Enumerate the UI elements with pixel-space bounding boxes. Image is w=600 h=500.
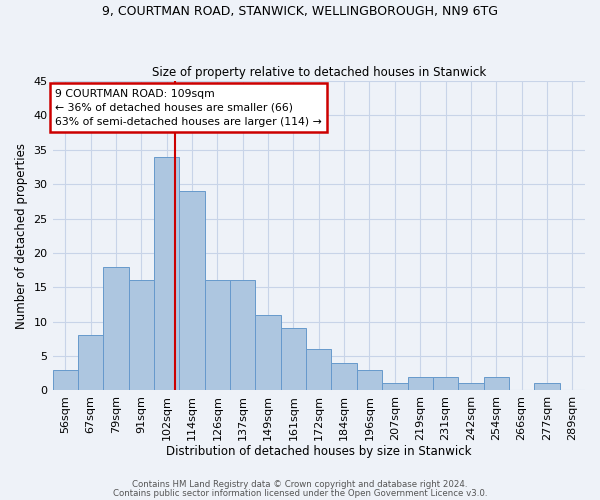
Bar [534, 384, 560, 390]
Text: Contains public sector information licensed under the Open Government Licence v3: Contains public sector information licen… [113, 488, 487, 498]
Bar [306, 349, 331, 391]
Bar [357, 370, 382, 390]
Bar [128, 280, 154, 390]
Text: 9 COURTMAN ROAD: 109sqm
← 36% of detached houses are smaller (66)
63% of semi-de: 9 COURTMAN ROAD: 109sqm ← 36% of detache… [55, 89, 322, 127]
Bar [154, 156, 179, 390]
Bar [331, 363, 357, 390]
Bar [53, 370, 78, 390]
Bar [433, 376, 458, 390]
Bar [281, 328, 306, 390]
Y-axis label: Number of detached properties: Number of detached properties [15, 142, 28, 328]
Bar [230, 280, 256, 390]
X-axis label: Distribution of detached houses by size in Stanwick: Distribution of detached houses by size … [166, 444, 472, 458]
Bar [407, 376, 433, 390]
Bar [458, 384, 484, 390]
Bar [382, 384, 407, 390]
Bar [78, 336, 103, 390]
Bar [256, 314, 281, 390]
Bar [484, 376, 509, 390]
Text: Contains HM Land Registry data © Crown copyright and database right 2024.: Contains HM Land Registry data © Crown c… [132, 480, 468, 489]
Title: Size of property relative to detached houses in Stanwick: Size of property relative to detached ho… [152, 66, 486, 78]
Bar [103, 266, 128, 390]
Text: 9, COURTMAN ROAD, STANWICK, WELLINGBOROUGH, NN9 6TG: 9, COURTMAN ROAD, STANWICK, WELLINGBOROU… [102, 5, 498, 18]
Bar [179, 191, 205, 390]
Bar [205, 280, 230, 390]
